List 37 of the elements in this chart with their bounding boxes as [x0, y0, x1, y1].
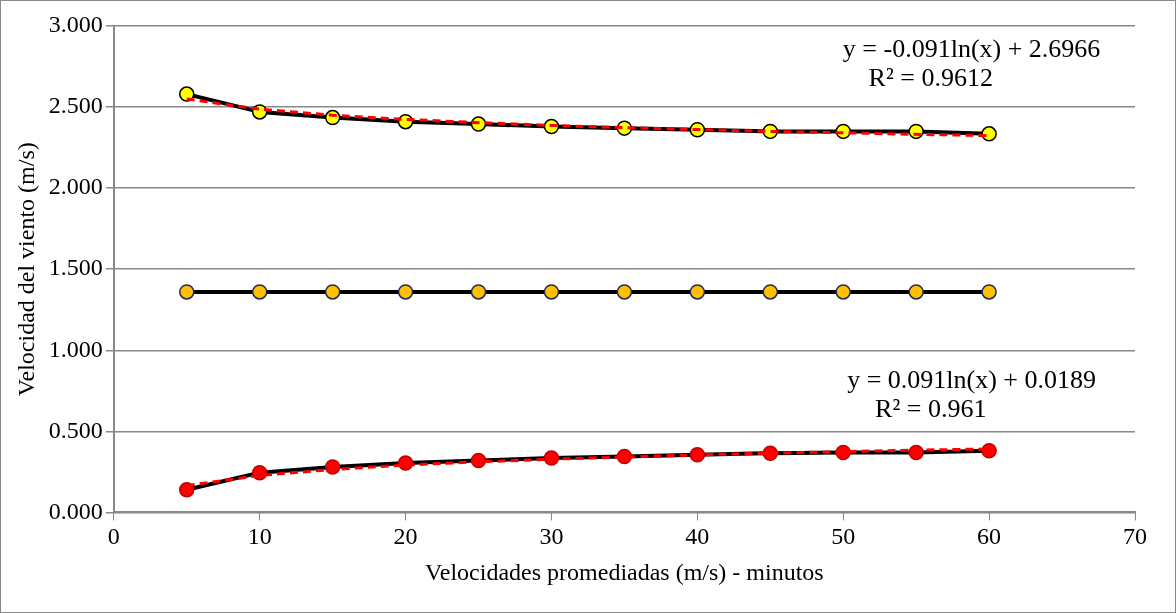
y-tick-label: 2.500 — [48, 92, 103, 119]
x-tick-label: 40 — [685, 523, 710, 550]
point — [178, 481, 195, 498]
x-tick-label: 50 — [831, 523, 856, 550]
point — [981, 126, 997, 142]
point — [835, 284, 851, 300]
y-tick-label: 3.000 — [48, 11, 103, 38]
y-tick-label: 0.500 — [48, 416, 103, 443]
point — [616, 284, 633, 300]
point — [908, 284, 924, 300]
point — [981, 284, 997, 300]
x-tick-label: 0 — [107, 523, 120, 550]
point — [324, 284, 341, 300]
point — [397, 284, 414, 300]
y-tick-label: 0.000 — [48, 497, 103, 524]
point — [762, 284, 779, 300]
x-tick-label: 70 — [1123, 523, 1147, 550]
x-tick-label: 30 — [539, 523, 564, 550]
annotation: y = 0.091ln(x) + 0.0189 — [847, 364, 1097, 394]
point — [689, 284, 706, 300]
point — [543, 284, 560, 300]
annotation: R² = 0.961 — [875, 394, 987, 424]
point — [981, 443, 997, 459]
x-axis-title: Velocidades promediadas (m/s) - minutos — [425, 558, 824, 585]
x-tick-label: 60 — [977, 523, 1002, 550]
y-tick-label: 1.000 — [48, 335, 103, 362]
point — [178, 86, 195, 102]
y-axis-title: Velocidad del viento (m/s) — [12, 142, 39, 397]
point — [251, 284, 268, 300]
point — [178, 284, 195, 300]
annotation: R² = 0.9612 — [868, 63, 993, 93]
y-tick-label: 1.500 — [48, 254, 103, 281]
y-tick-label: 2.000 — [48, 173, 103, 200]
x-tick-label: 10 — [247, 523, 272, 550]
annotation: y = -0.091ln(x) + 2.6966 — [842, 34, 1101, 64]
point — [470, 284, 487, 300]
x-tick-label: 20 — [393, 523, 418, 550]
